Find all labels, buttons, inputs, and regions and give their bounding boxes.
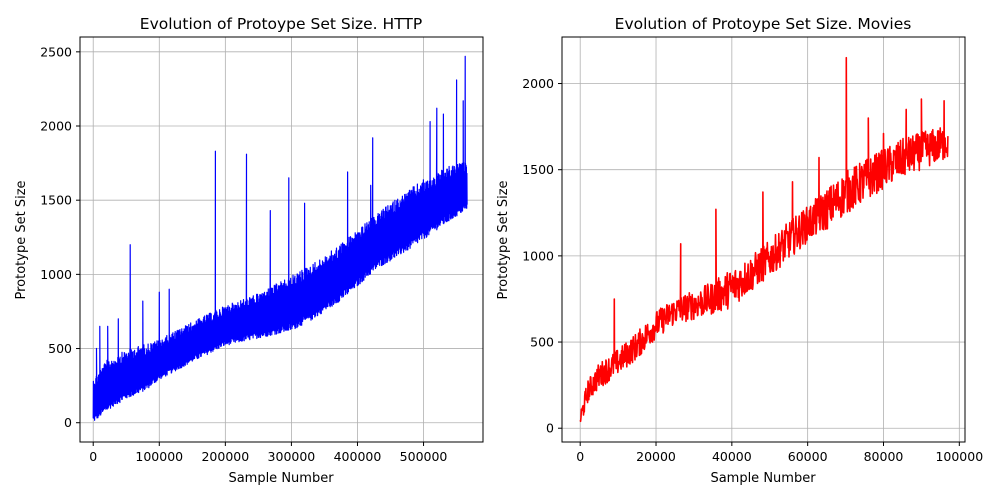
http-y-tick-label: 2000 — [40, 119, 72, 134]
http-series-line — [92, 55, 468, 421]
movies-x-tick-label: 40000 — [712, 449, 752, 464]
http-y-tick-label: 2500 — [40, 44, 72, 59]
movies-y-tick-label: 1500 — [522, 162, 554, 177]
movies-y-axis-label: Prototype Set Size — [496, 180, 511, 299]
movies-y-tick-label: 500 — [530, 335, 554, 350]
movies-chart: Evolution of Protoype Set Size. Movies S… — [496, 15, 983, 486]
http-y-tick-label: 1500 — [40, 193, 72, 208]
http-x-tick-label: 300000 — [268, 449, 316, 464]
movies-chart-title: Evolution of Protoype Set Size. Movies — [615, 15, 912, 33]
http-chart-title: Evolution of Protoype Set Size. HTTP — [140, 15, 422, 33]
http-x-tick-label: 0 — [89, 449, 97, 464]
http-x-axis-label: Sample Number — [228, 471, 334, 486]
movies-x-tick-label: 100000 — [935, 449, 983, 464]
movies-x-tick-label: 20000 — [636, 449, 676, 464]
http-x-tick-label: 400000 — [334, 449, 382, 464]
http-y-tick-label: 1000 — [40, 267, 72, 282]
movies-x-tick-label: 80000 — [864, 449, 904, 464]
http-x-tick-label: 100000 — [135, 449, 183, 464]
movies-axes-frame — [561, 36, 966, 443]
movies-y-tick-label: 2000 — [522, 76, 554, 91]
http-chart: Evolution of Protoype Set Size. HTTP Sam… — [14, 15, 484, 486]
http-y-axis-label: Prototype Set Size — [14, 180, 29, 299]
movies-y-tick-label: 0 — [546, 421, 554, 436]
movies-y-tick-label: 1000 — [522, 248, 554, 263]
http-y-tick-label: 500 — [48, 341, 72, 356]
http-y-tick-label: 0 — [64, 415, 72, 430]
movies-x-tick-label: 0 — [576, 449, 584, 464]
http-axes-frame — [79, 36, 484, 443]
movies-x-tick-label: 60000 — [788, 449, 828, 464]
http-x-tick-label: 500000 — [400, 449, 448, 464]
http-x-tick-label: 200000 — [201, 449, 249, 464]
movies-x-axis-label: Sample Number — [710, 471, 816, 486]
movies-series-line — [579, 56, 949, 423]
